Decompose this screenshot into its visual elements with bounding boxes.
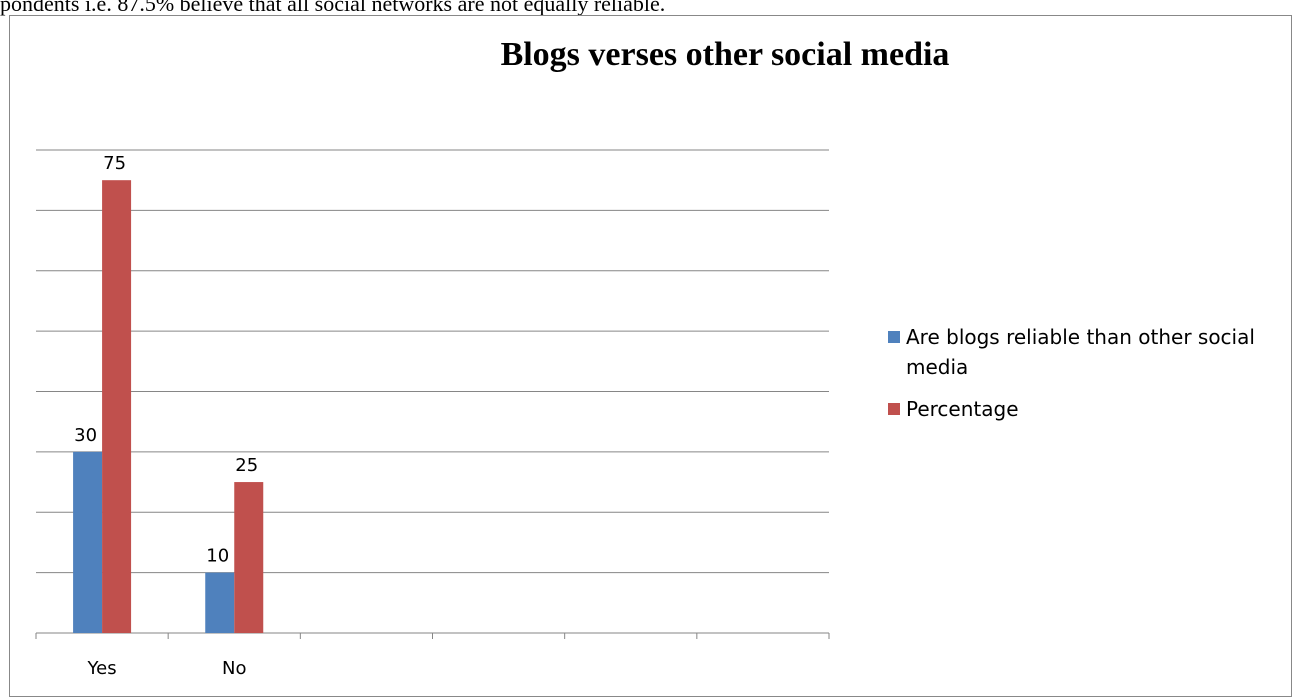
bar [73,451,103,633]
data-label: 75 [103,153,126,174]
x-tick-label: Yes [87,658,117,679]
legend-label-percentage: Percentage [906,397,1019,421]
legend-swatch-blogs [888,331,900,343]
legend-label-blogs: Are blogs reliable than other social med… [906,325,1255,379]
data-label: 10 [206,546,229,567]
legend-item-blogs: Are blogs reliable than other social med… [888,322,1288,382]
chart-legend: Are blogs reliable than other social med… [888,322,1288,436]
bar [234,482,264,633]
data-label: 30 [74,425,97,446]
x-tick-label: No [222,658,246,679]
data-label: 25 [235,455,258,476]
chart-frame [9,15,1292,697]
chart-title: Blogs verses other social media [500,36,950,73]
legend-swatch-percentage [888,403,900,415]
legend-item-percentage: Percentage [888,394,1288,424]
bar [102,180,132,633]
bar [205,572,235,633]
document-top-text: pondents i.e. 87.5% believe that all soc… [0,0,666,16]
